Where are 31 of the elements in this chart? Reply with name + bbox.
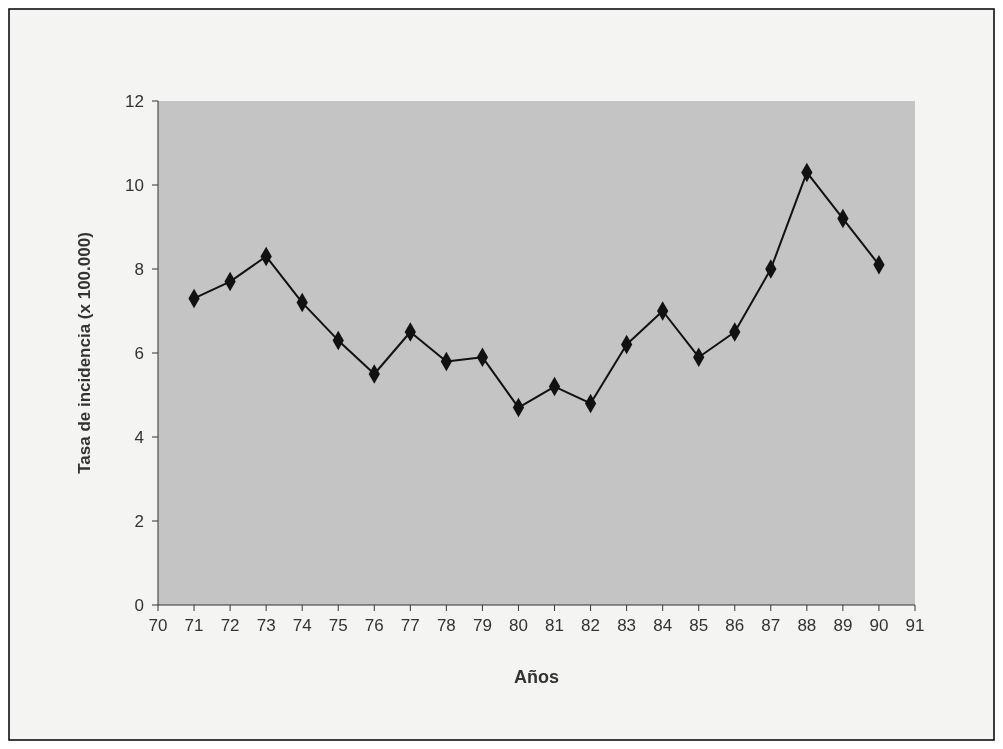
x-tick-label: 74 — [292, 616, 312, 635]
y-axis-title: Tasa de incidencia (x 100.000) — [75, 232, 94, 474]
x-tick-label: 71 — [184, 616, 204, 635]
x-tick-label: 75 — [328, 616, 348, 635]
y-tick-label: 2 — [134, 511, 144, 531]
x-tick-label: 84 — [653, 616, 673, 635]
x-tick-label: 86 — [725, 616, 745, 635]
x-tick-label: 91 — [905, 616, 925, 635]
x-tick-label: 76 — [364, 616, 384, 635]
x-tick-label: 83 — [617, 616, 637, 635]
x-tick-label: 70 — [148, 616, 168, 635]
y-tick-label: 12 — [125, 91, 144, 111]
y-tick-label: 0 — [134, 595, 144, 615]
y-tick-label: 4 — [134, 427, 144, 447]
x-tick-label: 77 — [400, 616, 420, 635]
x-tick-label: 81 — [545, 616, 564, 635]
x-tick-label: 88 — [797, 616, 817, 635]
y-tick-label: 8 — [134, 259, 144, 279]
x-tick-label: 85 — [689, 616, 709, 635]
x-tick-label: 89 — [833, 616, 853, 635]
x-tick-label: 80 — [509, 616, 528, 635]
x-tick-label: 82 — [581, 616, 601, 635]
x-tick-label: 78 — [436, 616, 456, 635]
y-tick-label: 6 — [134, 343, 144, 363]
x-axis-title: Años — [514, 667, 559, 687]
x-tick-label: 90 — [869, 616, 889, 635]
x-tick-label: 79 — [472, 616, 492, 635]
y-tick-label: 10 — [125, 175, 144, 195]
x-tick-label: 87 — [761, 616, 781, 635]
x-tick-label: 72 — [220, 616, 240, 635]
x-tick-label: 73 — [256, 616, 276, 635]
